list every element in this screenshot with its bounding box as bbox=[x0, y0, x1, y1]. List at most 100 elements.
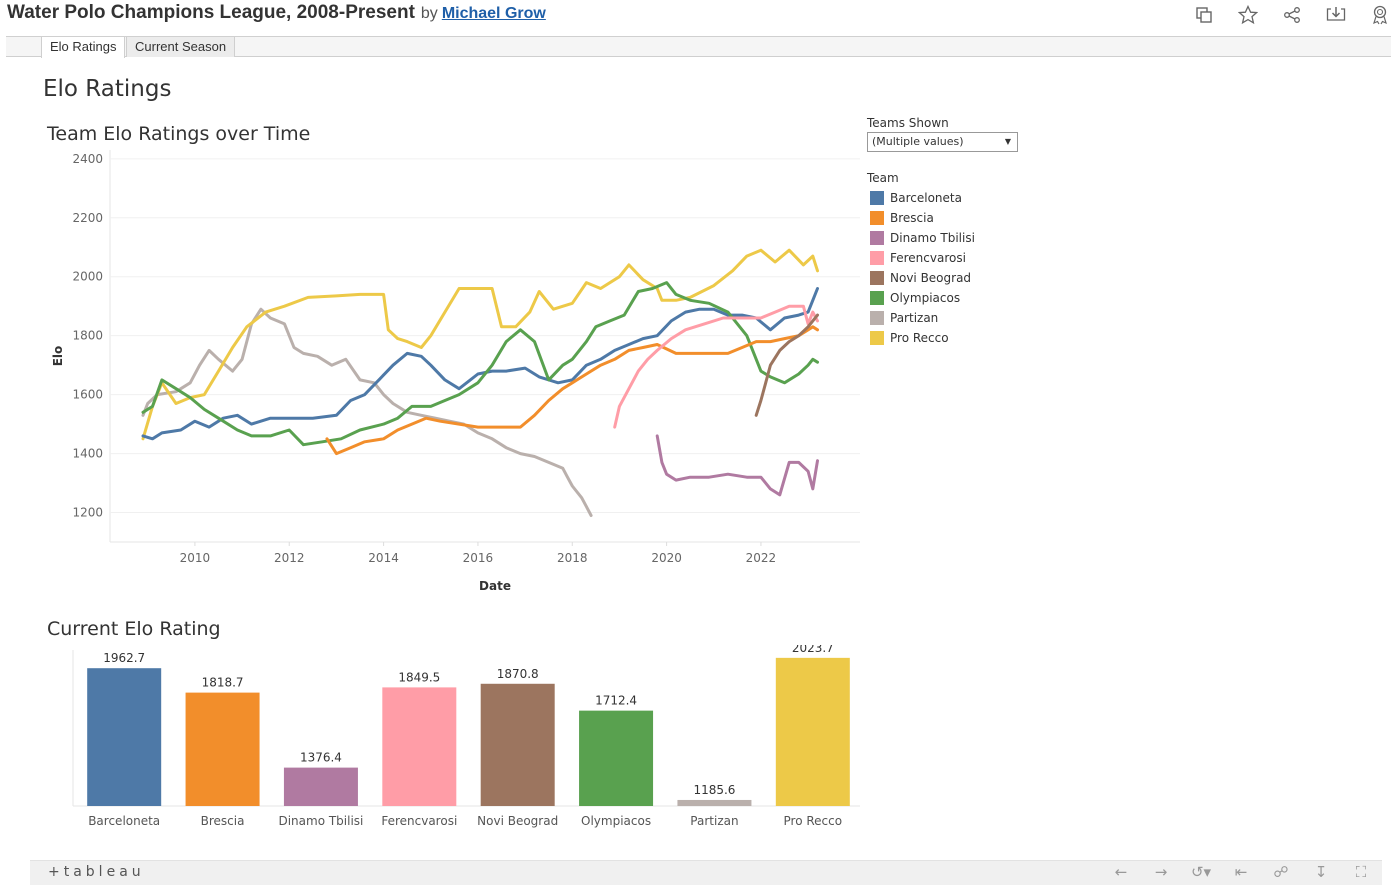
elo-bar-chart[interactable]: 1962.7 Barceloneta 1818.7 Brescia 1376.4 Dina… bbox=[0, 645, 870, 835]
legend-item[interactable]: Novi Beograd bbox=[870, 270, 971, 286]
bar-category-label: Pro Recco bbox=[784, 814, 843, 828]
tab-bar: Elo Ratings Current Season bbox=[6, 36, 1391, 58]
teams-filter-value: (Multiple values) bbox=[872, 135, 964, 148]
workbook-title: Water Polo Champions League, 2008-Presen… bbox=[7, 2, 546, 24]
legend-title: Team bbox=[867, 171, 899, 185]
series-line-brescia bbox=[325, 325, 819, 456]
series-line-pro-recco bbox=[141, 248, 819, 441]
y-tick-label: 2000 bbox=[72, 270, 103, 284]
tableau-logo[interactable]: +tableau bbox=[48, 864, 145, 880]
y-tick-label: 1800 bbox=[72, 329, 103, 343]
bar-category-label: Novi Beograd bbox=[477, 814, 558, 828]
bar-pro-recco bbox=[775, 657, 850, 806]
bar-value-label: 2023.7 bbox=[792, 645, 834, 655]
legend-swatch bbox=[870, 311, 884, 325]
copy-icon[interactable] bbox=[1193, 4, 1215, 26]
legend-label: Ferencvarosi bbox=[890, 251, 966, 265]
top-icon-bar bbox=[1193, 4, 1391, 26]
legend-item[interactable]: Ferencvarosi bbox=[870, 250, 966, 266]
share-bottom-icon[interactable]: ☍ bbox=[1273, 863, 1289, 881]
y-tick-label: 1200 bbox=[72, 506, 103, 520]
legend-label: Pro Recco bbox=[890, 331, 949, 345]
dropdown-arrow-icon: ▼ bbox=[1004, 137, 1011, 146]
legend-swatch bbox=[870, 331, 884, 345]
share-icon[interactable] bbox=[1281, 4, 1303, 26]
legend-swatch bbox=[870, 251, 884, 265]
undo-icon[interactable]: ← bbox=[1114, 863, 1128, 881]
x-tick-label: 2014 bbox=[368, 551, 399, 565]
dashboard-title: Elo Ratings bbox=[43, 76, 172, 102]
legend-label: Olympiacos bbox=[890, 291, 961, 305]
x-tick-label: 2010 bbox=[180, 551, 211, 565]
legend-item[interactable]: Partizan bbox=[870, 310, 938, 326]
legend-swatch bbox=[870, 191, 884, 205]
legend-item[interactable]: Dinamo Tbilisi bbox=[870, 230, 975, 246]
tab-current-season[interactable]: Current Season bbox=[126, 37, 236, 57]
elo-line-chart[interactable]: 1200 1400 1600 1800 2000 2200 2400 2010 2012 2014… bbox=[0, 150, 870, 600]
legend-item[interactable]: Olympiacos bbox=[870, 290, 960, 306]
author-link[interactable]: Michael Grow bbox=[441, 5, 546, 22]
legend-swatch bbox=[870, 231, 884, 245]
x-tick-label: 2018 bbox=[557, 551, 588, 565]
bar-value-label: 1870.8 bbox=[497, 667, 539, 681]
bar-barceloneta bbox=[87, 668, 162, 806]
bar-value-label: 1185.6 bbox=[693, 783, 735, 797]
y-tick-label: 1600 bbox=[72, 388, 103, 402]
bar-value-label: 1818.7 bbox=[202, 676, 244, 690]
teams-filter-dropdown[interactable]: (Multiple values) ▼ bbox=[867, 132, 1018, 152]
revert-icon[interactable]: ↺▾ bbox=[1190, 863, 1212, 881]
x-axis-title: Date bbox=[479, 579, 511, 593]
bar-partizan bbox=[677, 799, 752, 806]
bar-brescia bbox=[185, 692, 260, 806]
bar-value-label: 1849.5 bbox=[398, 670, 440, 684]
legend-label: Barceloneta bbox=[890, 191, 962, 205]
by-label: by bbox=[420, 5, 438, 22]
workbook-title-text: Water Polo Champions League, 2008-Presen… bbox=[7, 2, 415, 23]
bar-category-label: Barceloneta bbox=[88, 814, 160, 828]
tab-elo-ratings[interactable]: Elo Ratings bbox=[41, 37, 126, 58]
legend-label: Novi Beograd bbox=[890, 271, 972, 285]
y-axis-title: Elo bbox=[51, 346, 65, 367]
series-line-partizan bbox=[141, 307, 593, 517]
legend-label: Dinamo Tbilisi bbox=[890, 231, 975, 245]
bottom-icon-bar: ← → ↺▾ ⇤ ☍ ↧ ⛶ bbox=[1110, 863, 1372, 883]
download-icon[interactable] bbox=[1325, 4, 1347, 26]
bottom-toolbar: +tableau ← → ↺▾ ⇤ ☍ ↧ ⛶ bbox=[30, 860, 1382, 885]
bar-value-label: 1376.4 bbox=[300, 751, 342, 765]
y-tick-label: 2400 bbox=[72, 152, 103, 166]
redo-icon[interactable]: → bbox=[1154, 863, 1168, 881]
x-tick-label: 2012 bbox=[274, 551, 305, 565]
bar-category-label: Olympiacos bbox=[581, 814, 651, 828]
teams-filter-label: Teams Shown bbox=[867, 116, 949, 130]
bar-chart-title: Current Elo Rating bbox=[47, 618, 221, 640]
revert-all-icon[interactable]: ⇤ bbox=[1234, 863, 1248, 881]
line-chart-title: Team Elo Ratings over Time bbox=[47, 123, 311, 145]
bar-category-label: Ferencvarosi bbox=[381, 814, 457, 828]
y-tick-label: 1400 bbox=[72, 447, 103, 461]
series-line-dinamo-tbilisi bbox=[655, 434, 819, 497]
bar-novi-beograd bbox=[480, 683, 555, 806]
legend-label: Brescia bbox=[890, 211, 934, 225]
x-tick-label: 2016 bbox=[463, 551, 494, 565]
badge-icon[interactable] bbox=[1369, 4, 1391, 26]
bar-ferencvarosi bbox=[382, 687, 457, 806]
download-bottom-icon[interactable]: ↧ bbox=[1314, 863, 1328, 881]
legend-item[interactable]: Pro Recco bbox=[870, 330, 949, 346]
series-line-novi-beograd bbox=[754, 313, 819, 417]
star-icon[interactable] bbox=[1237, 4, 1259, 26]
legend-label: Partizan bbox=[890, 311, 939, 325]
bar-value-label: 1712.4 bbox=[595, 694, 637, 708]
bar-value-label: 1962.7 bbox=[103, 651, 145, 665]
top-bar: Water Polo Champions League, 2008-Presen… bbox=[0, 0, 1397, 34]
bar-category-label: Dinamo Tbilisi bbox=[278, 814, 363, 828]
bar-olympiacos bbox=[579, 710, 654, 806]
series-line-ferencvarosi bbox=[613, 304, 819, 429]
series-line-olympiacos bbox=[141, 281, 819, 447]
legend-item[interactable]: Barceloneta bbox=[870, 190, 962, 206]
legend-swatch bbox=[870, 291, 884, 305]
legend-item[interactable]: Brescia bbox=[870, 210, 934, 226]
fullscreen-icon[interactable]: ⛶ bbox=[1355, 863, 1367, 881]
bar-category-label: Partizan bbox=[690, 814, 738, 828]
bar-category-label: Brescia bbox=[201, 814, 245, 828]
legend-swatch bbox=[870, 271, 884, 285]
